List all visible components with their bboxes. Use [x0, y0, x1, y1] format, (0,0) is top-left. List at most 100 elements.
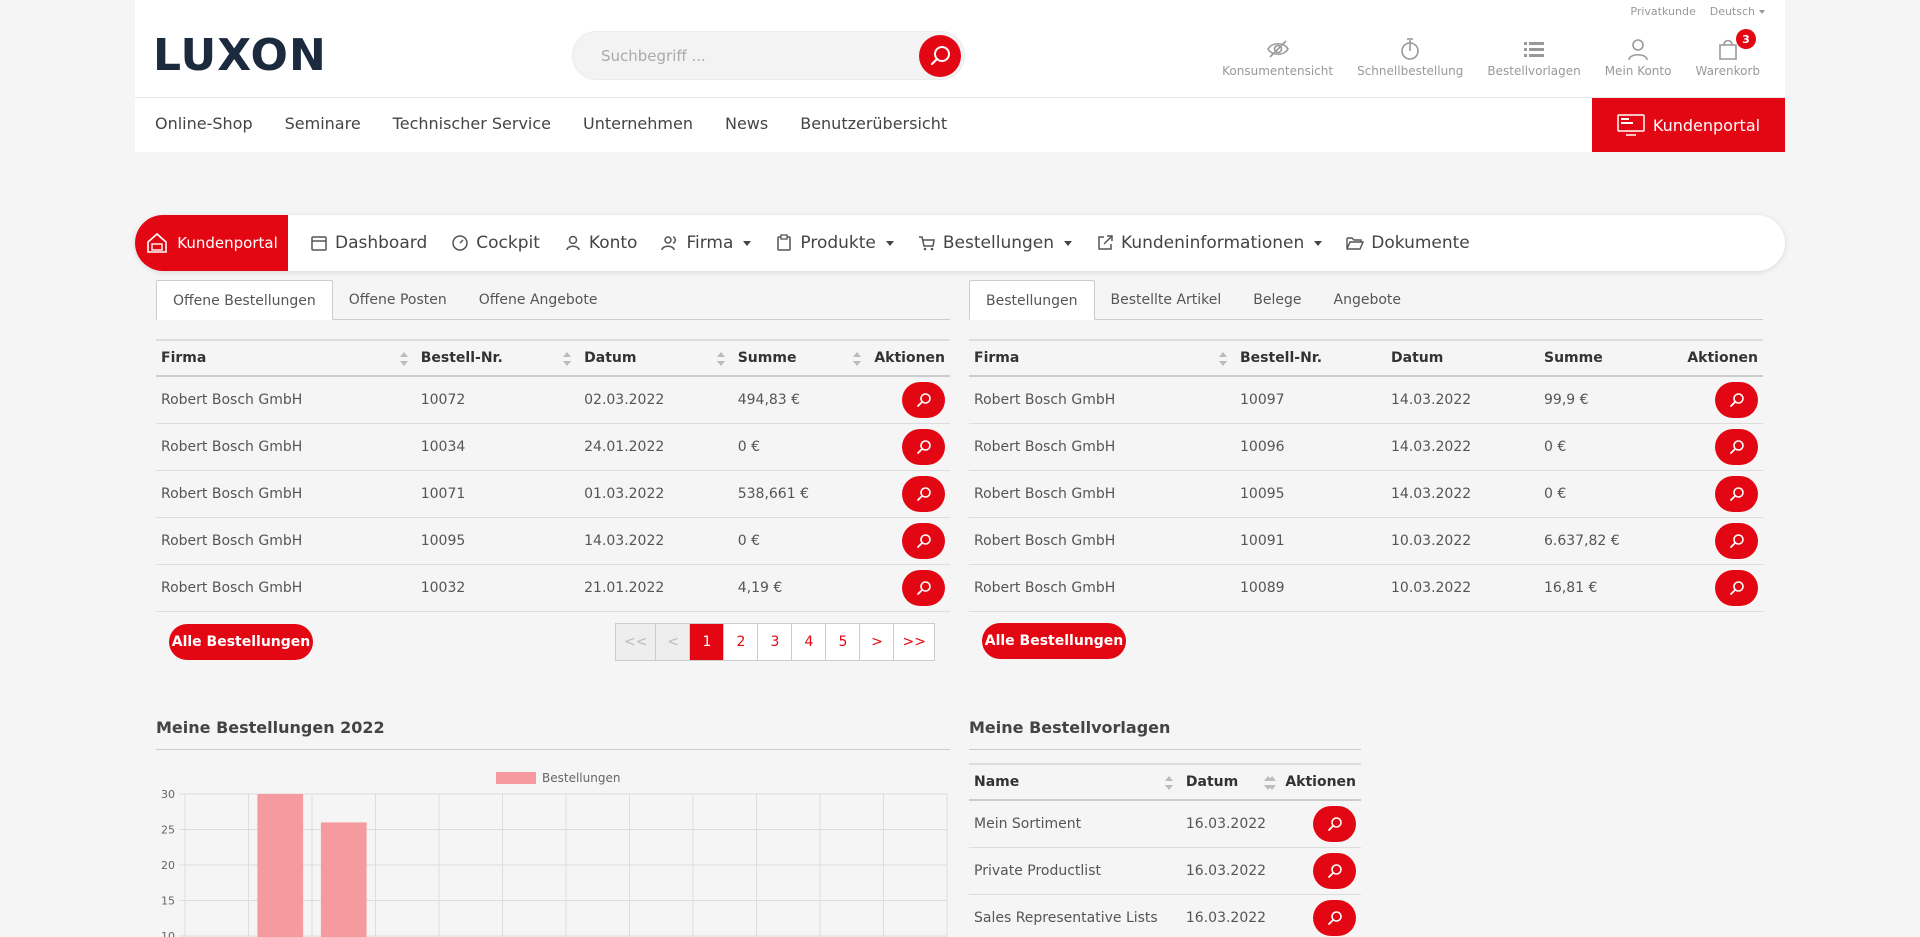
my-account-button[interactable]: Mein Konto: [1605, 36, 1671, 78]
all-open-orders-button[interactable]: Alle Bestellungen: [169, 624, 313, 660]
portal-nav-firma[interactable]: Firma: [661, 233, 752, 253]
tab-angebote[interactable]: Angebote: [1333, 292, 1402, 308]
language-select[interactable]: Deutsch: [1710, 5, 1765, 18]
customer-portal-button[interactable]: Kundenportal: [1592, 98, 1785, 152]
clipboard-icon: [777, 234, 792, 251]
search-icon: [916, 580, 931, 595]
nav-seminare[interactable]: Seminare: [284, 114, 361, 133]
left-panel-tabs: Offene Bestellungen Offene Posten Offene…: [156, 280, 950, 320]
portal-nav-kundeninformationen[interactable]: Kundeninformationen: [1096, 233, 1323, 253]
table-row: Sales Representative Lists 16.03.2022: [969, 894, 1361, 937]
nav-news[interactable]: News: [724, 114, 769, 133]
quick-order-button[interactable]: Schnellbestellung: [1357, 36, 1463, 78]
tab-offene-posten[interactable]: Offene Posten: [348, 292, 447, 308]
folder-open-icon: [1346, 237, 1365, 250]
nav-unternehmen[interactable]: Unternehmen: [583, 114, 693, 133]
quick-order-label: Schnellbestellung: [1357, 64, 1464, 78]
view-order-button[interactable]: [902, 475, 945, 512]
pager-page-5[interactable]: 5: [825, 624, 860, 660]
cell-aktionen: [1663, 376, 1763, 424]
view-order-button[interactable]: [1715, 475, 1758, 512]
pager-prev[interactable]: <: [655, 624, 690, 660]
y-tick-label: 30: [161, 788, 175, 801]
col-datum[interactable]: Datum: [579, 339, 733, 377]
cell-firma: Robert Bosch GmbH: [969, 423, 1235, 471]
search-button[interactable]: [919, 35, 961, 77]
search-input[interactable]: [601, 44, 901, 68]
all-orders-button[interactable]: Alle Bestellungen: [982, 623, 1126, 659]
cart-count-badge: 3: [1736, 29, 1756, 49]
portal-nav-konto[interactable]: Konto: [564, 233, 637, 253]
cell-aktionen: [1280, 847, 1361, 895]
tab-offene-bestellungen[interactable]: Offene Bestellungen: [156, 280, 333, 320]
view-order-button[interactable]: [902, 522, 945, 559]
col-name[interactable]: Name: [969, 763, 1181, 801]
gauge-icon: [452, 235, 468, 251]
nav-technischer-service[interactable]: Technischer Service: [392, 114, 552, 133]
portal-nav-dashboard-label: Dashboard: [335, 233, 428, 253]
search-icon: [930, 46, 950, 66]
portal-nav-home-label: Kundenportal: [177, 234, 278, 252]
portal-nav-bestellungen[interactable]: Bestellungen: [918, 233, 1073, 253]
nav-online-shop[interactable]: Online-Shop: [155, 114, 253, 133]
cart-button[interactable]: Warenkorb 3: [1695, 29, 1760, 78]
pager-page-1[interactable]: 1: [689, 624, 724, 660]
col-firma[interactable]: Firma: [969, 339, 1235, 377]
col-aktionen[interactable]: Aktionen: [1268, 763, 1361, 801]
logo[interactable]: LUXON: [153, 30, 327, 81]
cell-summe: 0 €: [732, 517, 870, 565]
order-templates-button[interactable]: Bestellvorlagen: [1487, 36, 1581, 78]
tab-belege[interactable]: Belege: [1253, 292, 1302, 308]
cell-datum: 24.01.2022: [579, 423, 733, 471]
portal-nav-home[interactable]: Kundenportal: [135, 215, 288, 271]
tab-offene-angebote[interactable]: Offene Angebote: [478, 292, 598, 308]
view-order-button[interactable]: [1715, 381, 1758, 418]
view-order-button[interactable]: [902, 381, 945, 418]
cell-firma: Robert Bosch GmbH: [156, 376, 416, 424]
col-summe: Summe: [1539, 339, 1663, 377]
search-icon: [1729, 392, 1744, 407]
nav-benutzeruebersicht[interactable]: Benutzerübersicht: [800, 114, 948, 133]
view-order-button[interactable]: [1715, 522, 1758, 559]
view-template-button[interactable]: [1313, 899, 1356, 936]
customer-type-link[interactable]: Privatkunde: [1630, 5, 1696, 18]
cell-aktionen: [1280, 800, 1361, 848]
portal-nav-cockpit[interactable]: Cockpit: [451, 233, 540, 253]
view-order-button[interactable]: [1715, 428, 1758, 465]
portal-nav-dokumente-label: Dokumente: [1371, 233, 1470, 253]
search-icon: [1729, 580, 1744, 595]
pager-page-4[interactable]: 4: [791, 624, 826, 660]
consumer-view-button[interactable]: Konsumentensicht: [1222, 36, 1333, 78]
view-order-button[interactable]: [902, 569, 945, 606]
col-firma[interactable]: Firma: [156, 339, 416, 377]
user-icon: [566, 235, 580, 251]
pager-first[interactable]: <<: [616, 624, 656, 660]
search-icon: [1327, 863, 1342, 878]
open-orders-table: Firma Bestell-Nr. Datum Summe Aktionen R…: [156, 339, 950, 612]
pager-last[interactable]: >>: [893, 624, 934, 660]
bag-icon: [1718, 39, 1737, 60]
view-order-button[interactable]: [902, 428, 945, 465]
col-bestell-nr[interactable]: Bestell-Nr.: [415, 339, 580, 377]
table-header-row: Name Datum Aktionen: [969, 763, 1361, 801]
col-summe[interactable]: Summe: [732, 339, 870, 377]
portal-nav-produkte[interactable]: Produkte: [775, 233, 894, 253]
view-template-button[interactable]: [1313, 805, 1356, 842]
portal-nav-dokumente[interactable]: Dokumente: [1346, 233, 1470, 253]
view-template-button[interactable]: [1313, 852, 1356, 889]
portal-nav-dashboard[interactable]: Dashboard: [310, 233, 427, 253]
cell-datum: 14.03.2022: [1386, 376, 1539, 424]
search-icon: [1327, 816, 1342, 831]
search-icon: [1327, 910, 1342, 925]
cell-name: Mein Sortiment: [969, 800, 1181, 848]
y-tick-label: 10: [161, 930, 175, 937]
col-datum[interactable]: Datum: [1180, 763, 1281, 801]
cell-bestell-nr: 10095: [415, 517, 580, 565]
tab-bestellte-artikel[interactable]: Bestellte Artikel: [1110, 292, 1222, 308]
pager-page-3[interactable]: 3: [757, 624, 792, 660]
legend-swatch: [496, 772, 536, 784]
pager-page-2[interactable]: 2: [723, 624, 758, 660]
tab-bestellungen[interactable]: Bestellungen: [969, 280, 1095, 320]
view-order-button[interactable]: [1715, 569, 1758, 606]
pager-next[interactable]: >: [859, 624, 894, 660]
